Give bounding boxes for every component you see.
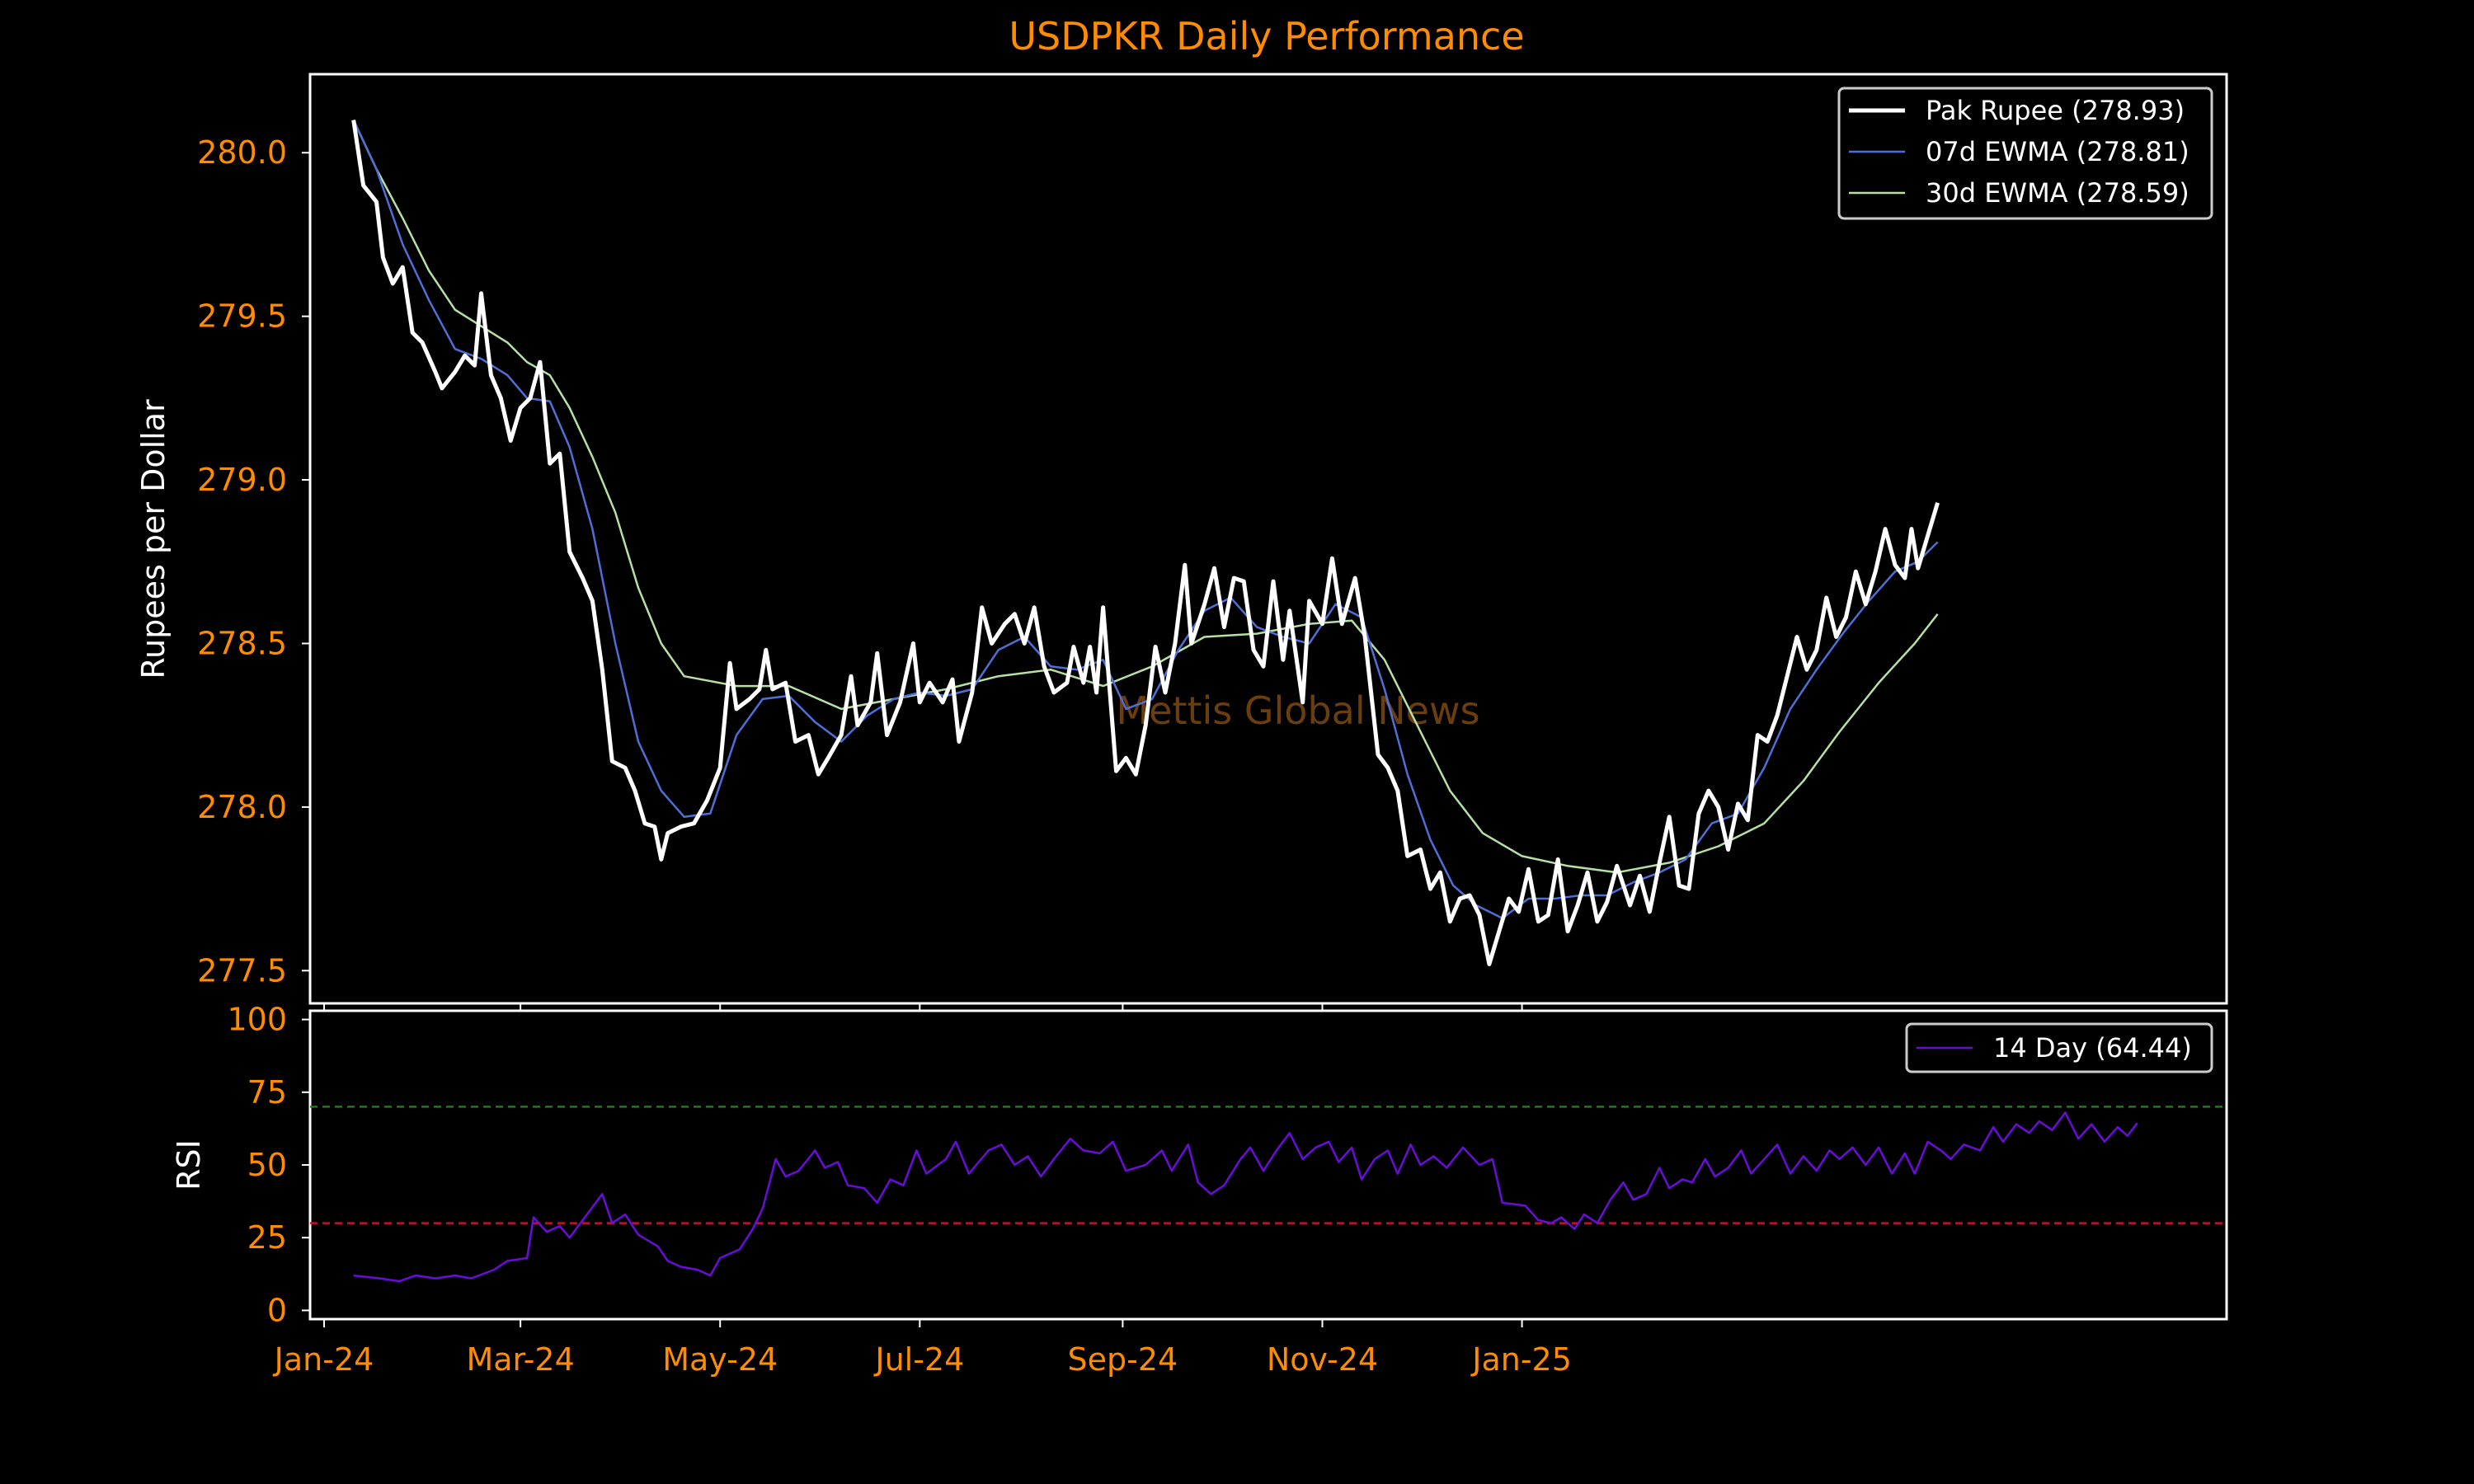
price-y-axis: 277.5 278.0 278.5 279.0 279.5 280.0 [197,134,310,989]
price-y-tick-label: 277.5 [197,952,287,989]
rsi-y-tick-label: 50 [247,1147,287,1183]
x-tick-label: Mar-24 [466,1341,574,1378]
price-legend: Pak Rupee (278.93) 07d EWMA (278.81) 30d E… [1837,87,2213,220]
series-line-07d-ewma [352,120,1939,920]
price-legend-label: 07d EWMA (278.81) [1926,136,2189,167]
price-y-axis-label: Rupees per Dollar [135,399,172,679]
rsi-y-axis-label: RSI [171,1139,207,1190]
series-line-rsi-14-day [353,1111,2138,1283]
rsi-legend-label: 14 Day (64.44) [1993,1032,2192,1064]
series-line-30d-ewma [352,120,1939,874]
price-legend-label: 30d EWMA (278.59) [1926,177,2189,209]
series-line-pak-rupee [351,120,1940,966]
rsi-y-axis: 0 25 50 75 100 [227,1002,310,1328]
price-y-tick-label: 279.5 [197,298,287,335]
price-plot-frame [308,73,2228,1005]
x-axis: Jan-24 Mar-24 May-24 Jul-24 Sep-24 Nov-24 Jan-… [273,1003,1572,1378]
price-y-tick-label: 279.0 [197,462,287,498]
price-y-tick-label: 278.0 [197,789,287,825]
price-legend-box [1837,87,2213,220]
rsi-reference-lines [310,1106,2227,1224]
x-tick-label: Nov-24 [1267,1341,1378,1378]
watermark: Mettis Global News [1116,688,1479,733]
price-y-tick-label: 278.5 [197,625,287,661]
rsi-y-tick-label: 0 [267,1292,287,1328]
rsi-legend-box [1905,1022,2213,1073]
x-tick-label: Jan-24 [273,1341,374,1378]
x-tick-label: May-24 [662,1341,778,1378]
rsi-series-lines [353,1111,2138,1283]
rsi-y-tick-label: 100 [227,1002,287,1038]
x-tick-label: Jan-25 [1470,1341,1572,1378]
price-legend-label: Pak Rupee (278.93) [1926,95,2185,126]
x-tick-label: Jul-24 [873,1341,964,1378]
rsi-y-tick-label: 25 [247,1219,287,1256]
price-panel: 277.5 278.0 278.5 279.0 279.5 280.0 Mettis Gl… [135,73,2228,1005]
chart-title: USDPKR Daily Performance [1009,14,1524,59]
rsi-legend: 14 Day (64.44) [1905,1022,2213,1073]
price-series-lines [351,120,1940,966]
rsi-y-tick-label: 75 [247,1074,287,1111]
price-y-tick-label: 280.0 [197,134,287,171]
x-tick-label: Sep-24 [1068,1341,1178,1378]
rsi-panel: 0 25 50 75 100 RSI 14 Day (64.44) Jan-24 Mar-… [171,1002,2228,1378]
